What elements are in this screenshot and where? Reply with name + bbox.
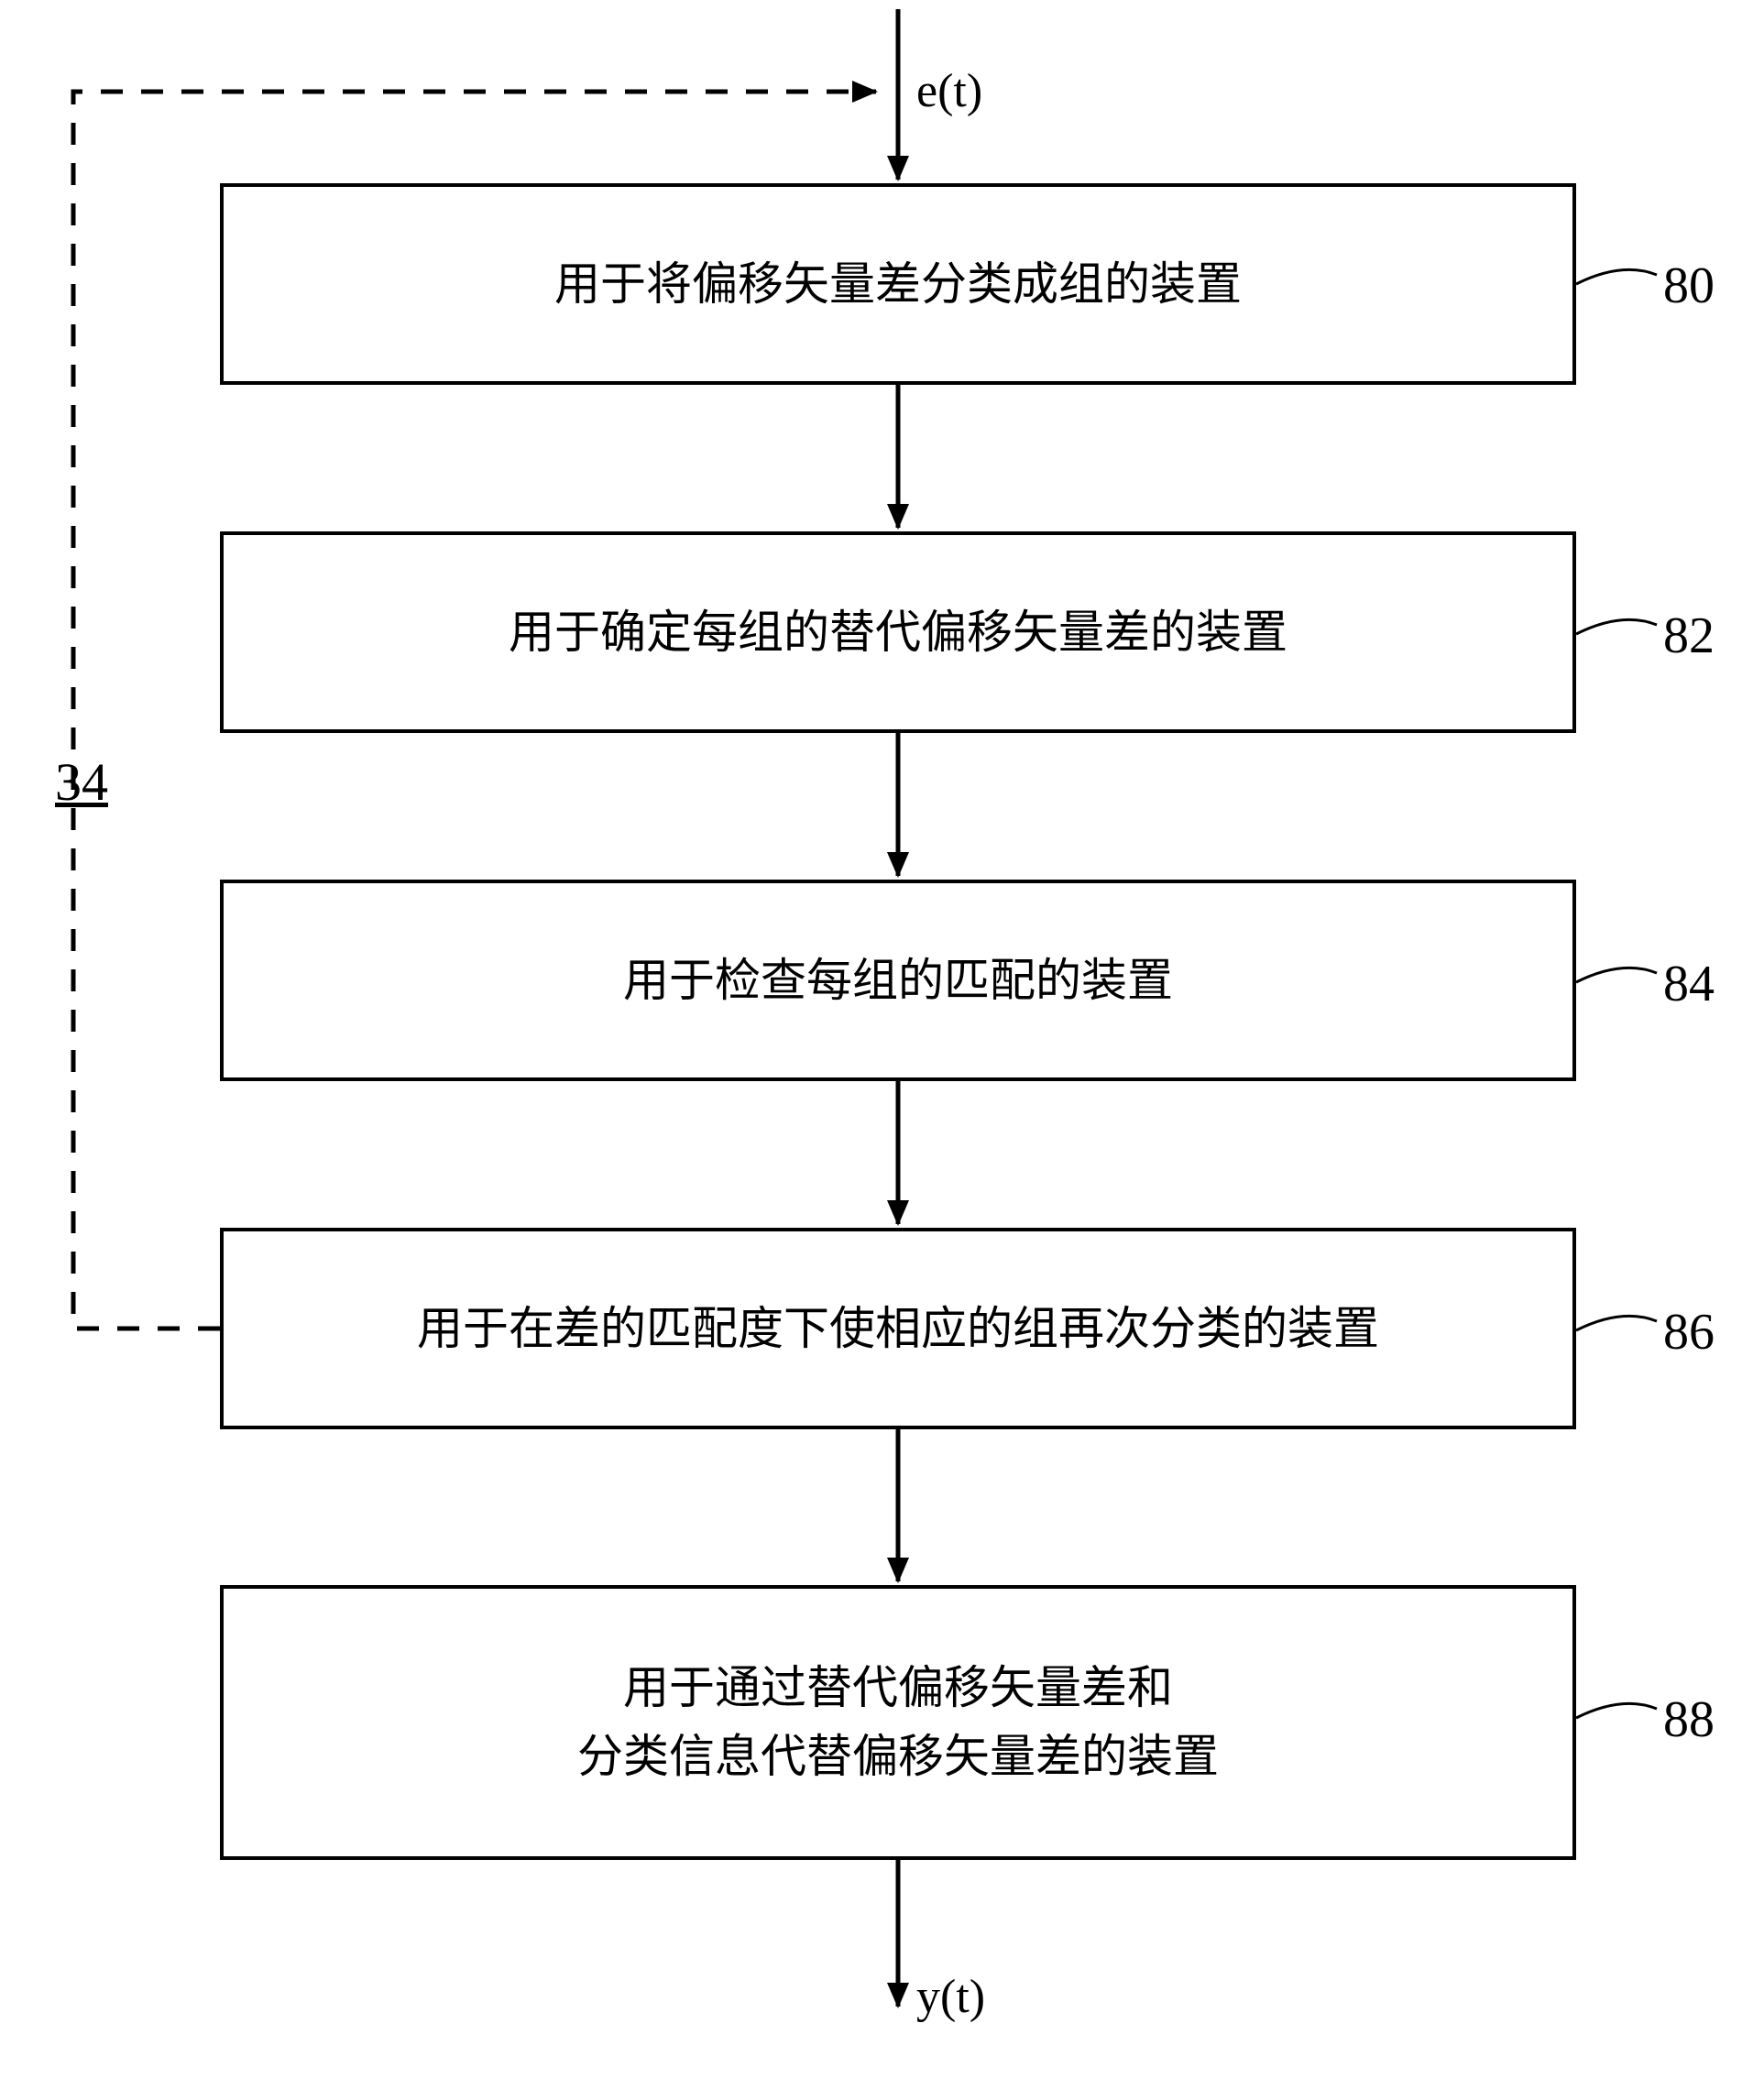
- side-label-82: 82: [1663, 607, 1715, 665]
- leader-88: [1576, 1703, 1657, 1718]
- box-82-text: 用于确定每组的替代偏移矢量差的装置: [509, 598, 1287, 667]
- box-88: 用于通过替代偏移矢量差和 分类信息代替偏移矢量差的装置: [220, 1585, 1576, 1860]
- leader-84: [1576, 968, 1657, 982]
- box-84: 用于检查每组的匹配的装置: [220, 880, 1576, 1081]
- side-label-80: 80: [1663, 257, 1715, 315]
- box-86: 用于在差的匹配度下使相应的组再次分类的装置: [220, 1228, 1576, 1429]
- leader-86: [1576, 1316, 1657, 1330]
- box-88-line2: 分类信息代替偏移矢量差的装置: [577, 1731, 1219, 1782]
- side-label-86: 86: [1663, 1303, 1715, 1362]
- side-label-84: 84: [1663, 955, 1715, 1013]
- input-signal-label: e(t): [916, 64, 982, 118]
- box-88-line1: 用于通过替代偏移矢量差和: [623, 1662, 1173, 1713]
- output-signal-label: y(t): [916, 1970, 985, 2024]
- leader-82: [1576, 619, 1657, 634]
- box-82: 用于确定每组的替代偏移矢量差的装置: [220, 531, 1576, 733]
- ref-label-34: 34: [55, 751, 108, 813]
- leader-80: [1576, 269, 1657, 284]
- box-80: 用于将偏移矢量差分类成组的装置: [220, 183, 1576, 385]
- box-86-text: 用于在差的匹配度下使相应的组再次分类的装置: [417, 1295, 1379, 1363]
- box-84-text: 用于检查每组的匹配的装置: [623, 946, 1173, 1015]
- flowchart-canvas: 用于将偏移矢量差分类成组的装置 用于确定每组的替代偏移矢量差的装置 用于检查每组…: [0, 0, 1764, 2078]
- box-88-text: 用于通过替代偏移矢量差和 分类信息代替偏移矢量差的装置: [577, 1654, 1219, 1791]
- box-80-text: 用于将偏移矢量差分类成组的装置: [554, 250, 1242, 319]
- side-label-88: 88: [1663, 1690, 1715, 1749]
